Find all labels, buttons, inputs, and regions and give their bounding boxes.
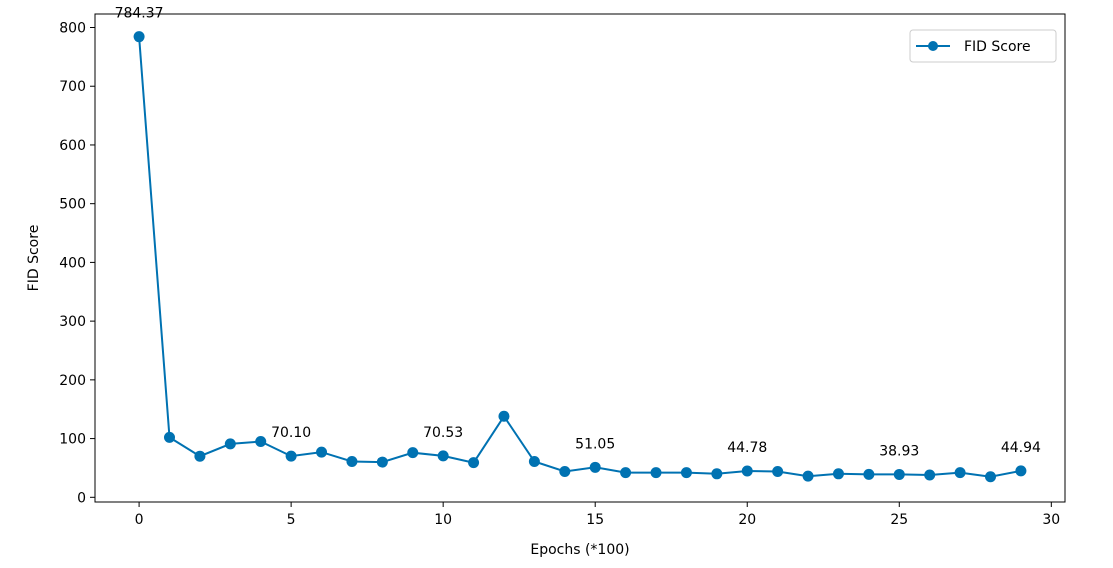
y-tick-label: 700	[59, 79, 86, 95]
data-point	[346, 455, 358, 467]
y-tick-label: 0	[77, 490, 86, 506]
plot-area	[94, 13, 1066, 503]
data-point	[255, 436, 267, 448]
y-tick-label: 200	[59, 373, 86, 389]
x-axis-ticks: 0 5 10 15 20 25 30	[135, 502, 1060, 528]
x-tick-label: 0	[135, 512, 144, 528]
data-point	[528, 455, 540, 467]
data-point	[893, 468, 905, 480]
y-tick-label: 300	[59, 314, 86, 330]
data-point	[224, 438, 236, 450]
data-label: 44.78	[727, 440, 767, 456]
data-label: 70.10	[271, 425, 311, 441]
data-point	[985, 471, 997, 483]
data-point	[437, 450, 449, 462]
data-point	[832, 468, 844, 480]
data-point	[772, 465, 784, 477]
data-point	[680, 467, 692, 479]
data-point	[194, 450, 206, 462]
legend-box	[909, 29, 1057, 63]
legend-label: FID Score	[964, 39, 1031, 55]
data-point	[498, 410, 510, 422]
data-point	[133, 31, 145, 43]
x-tick-label: 5	[287, 512, 296, 528]
data-point	[711, 468, 723, 480]
data-point	[468, 457, 480, 469]
y-axis-ticks: 0 100 200 300 400 500 600 700 800	[59, 21, 95, 506]
data-point	[407, 447, 419, 459]
data-label: 70.53	[423, 425, 463, 441]
data-point	[376, 456, 388, 468]
data-point	[589, 461, 601, 473]
data-point	[924, 469, 936, 481]
data-point	[285, 450, 297, 462]
data-point	[954, 467, 966, 479]
data-label: 44.94	[1001, 440, 1041, 456]
data-point	[559, 465, 571, 477]
legend-marker	[928, 41, 938, 51]
x-axis-label: Epochs (*100)	[530, 542, 629, 558]
data-point	[650, 467, 662, 479]
data-label: 51.05	[575, 436, 615, 452]
data-label: 784.37	[115, 6, 164, 22]
y-tick-label: 400	[59, 255, 86, 271]
data-point	[316, 446, 328, 458]
x-tick-label: 15	[586, 512, 604, 528]
x-tick-label: 25	[890, 512, 908, 528]
fid-score-points	[133, 31, 1027, 483]
legend: FID Score	[909, 29, 1057, 63]
y-tick-label: 600	[59, 138, 86, 154]
y-tick-label: 800	[59, 21, 86, 37]
y-tick-label: 100	[59, 432, 86, 448]
data-point	[1015, 465, 1027, 477]
y-axis-label: FID Score	[26, 225, 42, 292]
data-label: 38.93	[879, 443, 919, 459]
x-tick-label: 30	[1042, 512, 1060, 528]
data-point	[163, 431, 175, 443]
data-annotations: 784.37 70.10 70.53 51.05 44.78 38.93 44.94	[115, 6, 1041, 460]
y-tick-label: 500	[59, 197, 86, 213]
data-point	[741, 465, 753, 477]
data-point	[620, 467, 632, 479]
x-tick-label: 20	[738, 512, 756, 528]
data-point	[863, 468, 875, 480]
x-tick-label: 10	[434, 512, 452, 528]
data-point	[802, 470, 814, 482]
